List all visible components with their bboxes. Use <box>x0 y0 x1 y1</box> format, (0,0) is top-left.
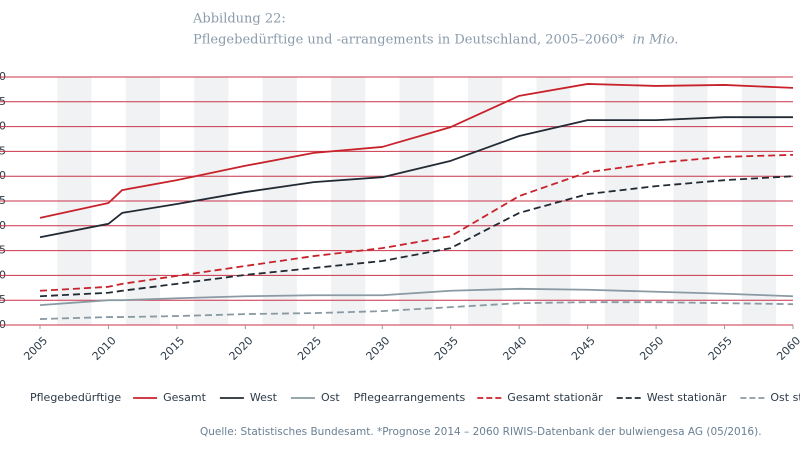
legend-label: Ost <box>321 391 340 404</box>
series-line <box>39 175 794 298</box>
legend-label: West stationär <box>647 391 727 404</box>
series-line <box>39 153 794 292</box>
source: Quelle: Statistisches Bundesamt. *Progno… <box>200 426 762 438</box>
legend-title: Pflegearrangements <box>354 391 466 404</box>
x-tick-label: 2060 <box>774 334 800 363</box>
legend-label: Ost stationär <box>770 391 800 404</box>
unit: in Mio. <box>632 33 678 48</box>
series-line <box>39 116 793 239</box>
x-tick-label: 2045 <box>569 334 598 363</box>
x-tick-label: 2005 <box>21 334 50 363</box>
x-tick-label: 2050 <box>637 334 666 363</box>
x-tick-label: 2035 <box>432 334 461 363</box>
chart-title: Abbildung 22: <box>192 12 286 27</box>
legend-label: Gesamt stationär <box>507 391 603 404</box>
x-tick-label: 2015 <box>158 334 187 363</box>
series-line <box>39 287 794 307</box>
legend-label: West <box>250 391 278 404</box>
x-tick-label: 2020 <box>227 334 256 363</box>
x-tick-label: 2040 <box>500 334 529 363</box>
series-line <box>39 301 794 320</box>
x-tick-label: 2025 <box>295 334 324 363</box>
series-line <box>39 83 794 219</box>
x-tick-label: 2010 <box>90 334 119 363</box>
x-tick-label: 2030 <box>364 334 393 363</box>
legend-title: Pflegebedürftige <box>30 391 121 404</box>
x-tick-label: 2055 <box>706 334 735 363</box>
legend-label: Gesamt <box>163 391 206 404</box>
chart-subtitle: Pflegebedürftige und -arrangements in De… <box>193 33 625 48</box>
